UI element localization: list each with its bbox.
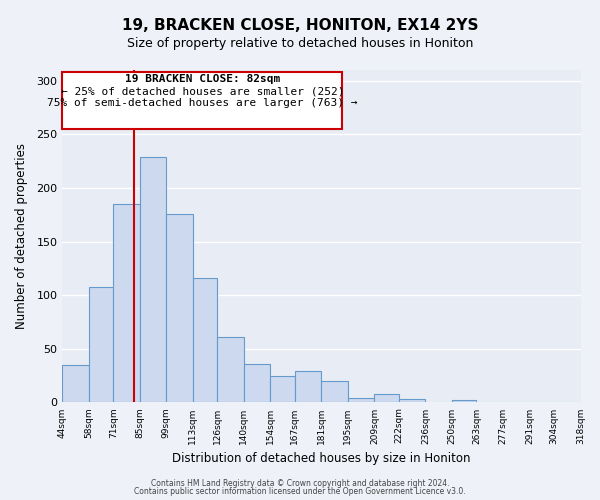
- FancyBboxPatch shape: [62, 72, 342, 129]
- Text: 19, BRACKEN CLOSE, HONITON, EX14 2YS: 19, BRACKEN CLOSE, HONITON, EX14 2YS: [122, 18, 478, 32]
- Bar: [62, 365, 89, 403]
- Bar: [217, 337, 244, 402]
- Bar: [244, 364, 271, 403]
- Bar: [295, 372, 322, 402]
- Bar: [140, 157, 166, 402]
- Bar: [348, 398, 374, 402]
- Text: 75% of semi-detached houses are larger (763) →: 75% of semi-detached houses are larger (…: [47, 98, 358, 108]
- Bar: [452, 400, 476, 402]
- Y-axis label: Number of detached properties: Number of detached properties: [15, 143, 28, 329]
- Bar: [166, 214, 193, 402]
- X-axis label: Distribution of detached houses by size in Honiton: Distribution of detached houses by size …: [172, 452, 470, 465]
- Bar: [271, 376, 295, 402]
- Text: Contains HM Land Registry data © Crown copyright and database right 2024.: Contains HM Land Registry data © Crown c…: [151, 478, 449, 488]
- Text: Contains public sector information licensed under the Open Government Licence v3: Contains public sector information licen…: [134, 487, 466, 496]
- Text: 19 BRACKEN CLOSE: 82sqm: 19 BRACKEN CLOSE: 82sqm: [125, 74, 280, 85]
- Bar: [399, 399, 425, 402]
- Text: ← 25% of detached houses are smaller (252): ← 25% of detached houses are smaller (25…: [61, 86, 344, 96]
- Bar: [89, 286, 113, 403]
- Bar: [322, 381, 348, 402]
- Text: Size of property relative to detached houses in Honiton: Size of property relative to detached ho…: [127, 38, 473, 51]
- Bar: [193, 278, 217, 402]
- Bar: [374, 394, 399, 402]
- Bar: [113, 204, 140, 402]
